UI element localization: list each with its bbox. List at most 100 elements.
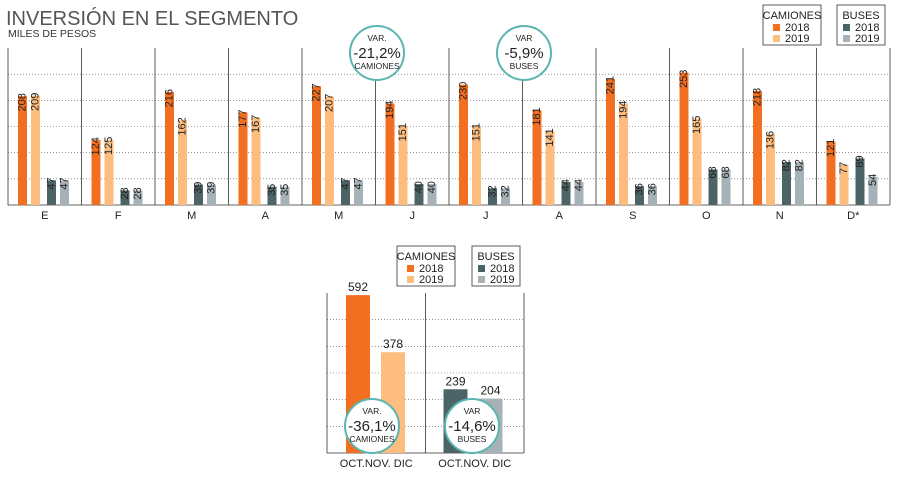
bar-value-label: 47 bbox=[339, 177, 351, 189]
variation-badge-circle bbox=[349, 25, 405, 81]
bar bbox=[619, 103, 628, 205]
bar-value-label: 68 bbox=[720, 166, 732, 178]
legend-bottom-camiones-2018-swatch bbox=[407, 265, 414, 272]
bar-value-label: 40 bbox=[426, 181, 438, 193]
bar-value-label: 208 bbox=[16, 93, 28, 111]
bar bbox=[398, 125, 408, 205]
legend-bottom-buses-box bbox=[471, 245, 521, 287]
bar-value-label: 177 bbox=[237, 109, 249, 127]
bar bbox=[207, 184, 216, 205]
bar-value-label: 35 bbox=[266, 184, 278, 196]
bar-value-label: 28 bbox=[119, 187, 131, 199]
bar-value-label: 167 bbox=[250, 115, 262, 133]
bar bbox=[753, 90, 762, 205]
bottom-chart-category-labels: OCT.NOV. DIC OCT.NOV. DIC bbox=[340, 458, 511, 470]
bar-value-label: 47 bbox=[352, 177, 364, 189]
category-label: M bbox=[334, 210, 343, 222]
top-chart-bars bbox=[18, 72, 878, 205]
variation-badge-buses-top: VAR -5,9% BUSES bbox=[496, 25, 552, 81]
variation-badge-buses-bottom: VAR -14,6% BUSES bbox=[444, 398, 500, 454]
bar-value-label: 44 bbox=[560, 179, 572, 191]
legend-top-camiones-title: CAMIONES bbox=[763, 10, 822, 22]
bar-value-label: 239 bbox=[445, 374, 465, 388]
bar bbox=[18, 96, 27, 205]
variation-badge-label: CAMIONES bbox=[349, 434, 395, 444]
bar bbox=[251, 117, 261, 205]
bar bbox=[133, 190, 143, 205]
bar-value-label: 47 bbox=[58, 177, 70, 189]
legend-top-camiones-2019-label: 2019 bbox=[785, 33, 809, 45]
bar-value-label: 36 bbox=[633, 183, 645, 195]
category-label: S bbox=[629, 210, 636, 222]
bar-value-label: 39 bbox=[192, 182, 204, 194]
bar-value-label: 162 bbox=[176, 117, 188, 135]
bar-value-label: 82 bbox=[780, 159, 792, 171]
variation-badge-camiones-bottom: VAR. -36,1% CAMIONES bbox=[344, 398, 400, 454]
bar-value-label: 194 bbox=[617, 100, 629, 118]
variation-badge-camiones-top: VAR. -21,2% CAMIONES bbox=[349, 25, 405, 81]
bar-value-label: 121 bbox=[825, 139, 837, 157]
bar bbox=[545, 131, 555, 205]
legend-bottom-camiones-2019-swatch bbox=[407, 276, 414, 283]
bar bbox=[766, 133, 775, 205]
bar-value-label: 216 bbox=[163, 89, 175, 107]
category-label: O bbox=[702, 210, 711, 222]
category-label: A bbox=[556, 210, 564, 222]
category-label: D* bbox=[847, 210, 860, 222]
bar bbox=[782, 162, 791, 205]
legend-bottom-buses: BUSES 2018 2019 bbox=[471, 245, 521, 287]
bar-value-label: 89 bbox=[854, 155, 866, 167]
bar-value-label: 209 bbox=[29, 93, 41, 111]
legend-top-buses-box bbox=[836, 4, 886, 46]
bar bbox=[325, 96, 334, 205]
variation-badge-prefix: VAR bbox=[516, 33, 533, 43]
legend-bottom-buses-2019-label: 2019 bbox=[490, 274, 514, 286]
legend-top-buses: BUSES 2018 2019 bbox=[836, 4, 886, 46]
bar-value-label: 44 bbox=[573, 179, 585, 191]
bar-value-label: 47 bbox=[45, 177, 57, 189]
legend-top-camiones-2018-swatch bbox=[773, 24, 780, 31]
bar-value-label: 125 bbox=[103, 137, 115, 155]
bar bbox=[868, 176, 878, 205]
bar bbox=[501, 188, 510, 205]
bar bbox=[178, 120, 187, 205]
bar-value-label: 40 bbox=[413, 181, 425, 193]
bar-value-label: 39 bbox=[205, 182, 217, 194]
bar-value-label: 77 bbox=[838, 162, 850, 174]
variation-badge-value: -5,9% bbox=[504, 45, 543, 62]
variation-badge-circle bbox=[444, 398, 500, 454]
bar bbox=[414, 184, 424, 205]
top-chart-category-labels: E F M A M J J A S O N D* bbox=[41, 210, 860, 222]
chart-subtitle: MILES DE PESOS bbox=[8, 28, 96, 40]
bar bbox=[574, 181, 584, 205]
category-label: J bbox=[410, 210, 416, 222]
legend-bottom-camiones-box bbox=[396, 245, 456, 287]
legend-bottom-buses-2018-swatch bbox=[478, 265, 485, 272]
bar bbox=[120, 190, 130, 205]
bar-value-label: 35 bbox=[279, 184, 291, 196]
variation-badge-prefix: VAR. bbox=[362, 406, 381, 416]
bar-value-label: 82 bbox=[793, 159, 805, 171]
bar bbox=[267, 186, 277, 205]
legend-bottom-buses-2019-swatch bbox=[478, 276, 485, 283]
bar bbox=[238, 112, 248, 205]
variation-badge-label: BUSES bbox=[458, 434, 487, 444]
bar bbox=[561, 181, 571, 205]
bar bbox=[165, 91, 174, 205]
bar bbox=[194, 184, 203, 205]
bar bbox=[692, 118, 702, 205]
variation-badge-prefix: VAR. bbox=[367, 33, 386, 43]
legend-bottom-buses-2018-label: 2018 bbox=[490, 263, 514, 275]
bar bbox=[91, 140, 101, 205]
chart-title: INVERSIÓN EN EL SEGMENTO bbox=[6, 7, 298, 30]
category-label: F bbox=[115, 210, 122, 222]
legend-top-buses-2019-swatch bbox=[843, 35, 850, 42]
variation-badge-circle bbox=[344, 398, 400, 454]
category-label: OCT.NOV. DIC bbox=[340, 458, 413, 470]
bar-value-label: 378 bbox=[383, 337, 403, 351]
bar bbox=[721, 169, 731, 205]
bar bbox=[855, 158, 865, 205]
bar bbox=[341, 180, 350, 205]
bar-value-label: 207 bbox=[323, 94, 335, 112]
bar bbox=[708, 169, 718, 205]
